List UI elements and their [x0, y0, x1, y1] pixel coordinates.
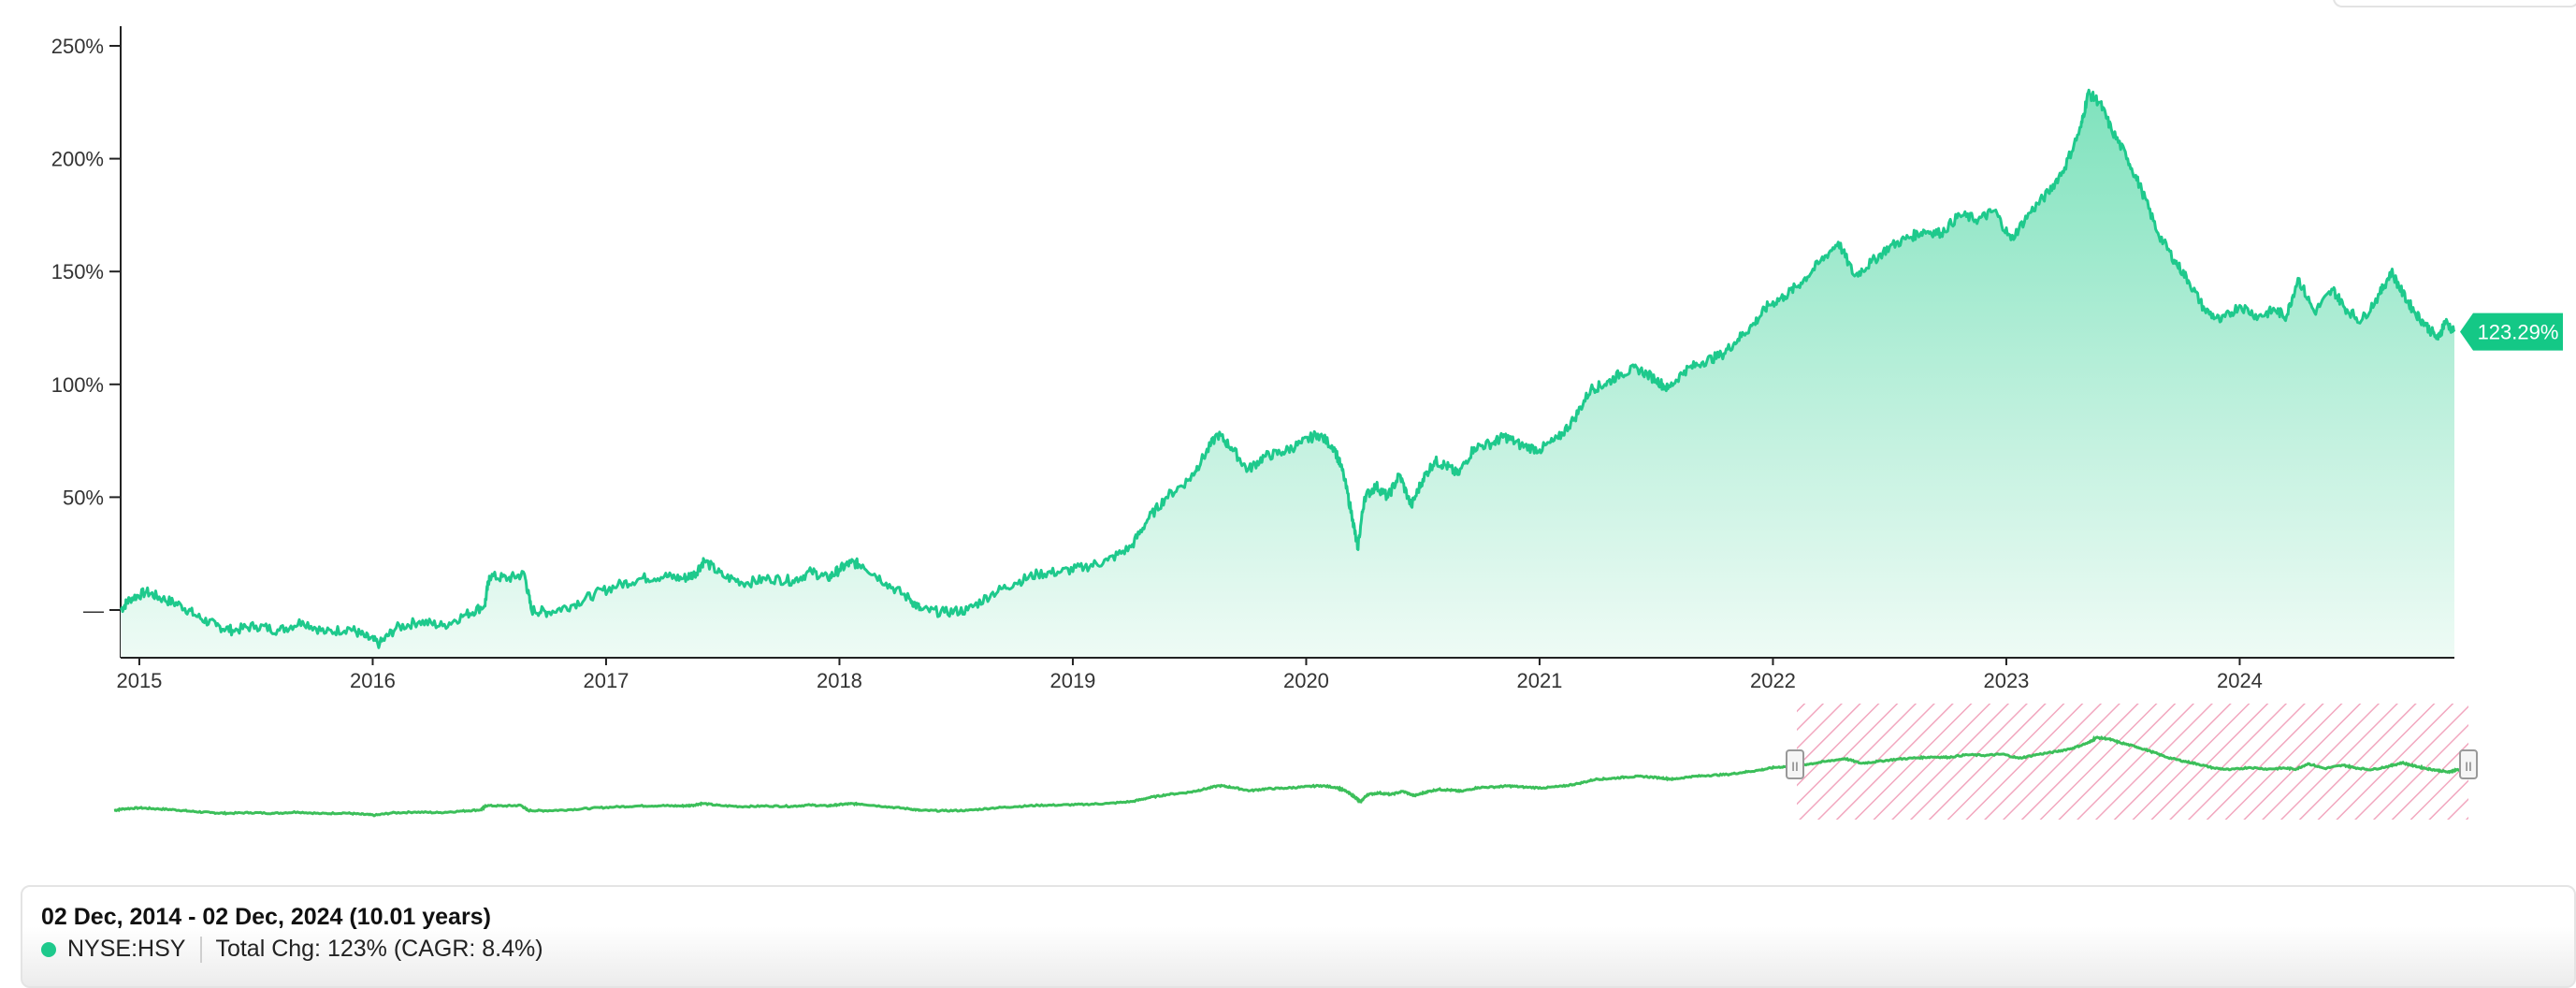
legend-dot-icon: [41, 941, 56, 957]
svg-text:II: II: [2465, 759, 2472, 774]
x-tick-label: 2016: [350, 669, 396, 692]
ticker-label[interactable]: NYSE:HSY: [67, 936, 186, 962]
performance-chart: 250%200%150%100%50%— 2015 2016 2017 2018 201…: [51, 26, 2563, 692]
last-value-label: 123.29%: [2478, 321, 2559, 344]
last-value-badge: 123.29%: [2460, 312, 2563, 351]
x-tick-label: 2019: [1049, 669, 1095, 692]
x-tick-label: 2018: [817, 669, 862, 692]
x-tick-label: 2015: [116, 669, 162, 692]
total-change-label: Total Chg: 123% (CAGR: 8.4%): [215, 936, 543, 962]
y-tick-label: 100%: [51, 373, 104, 397]
navigator-selection[interactable]: [1797, 704, 2468, 820]
y-tick-label: 200%: [51, 148, 104, 171]
range-navigator[interactable]: II II: [0, 692, 2576, 833]
summary-panel: 02 Dec, 2014 - 02 Dec, 2024 (10.01 years…: [21, 885, 2576, 988]
navigator-handle-right[interactable]: II: [2459, 749, 2478, 779]
x-tick-label: 2023: [1983, 669, 2029, 692]
divider: [200, 936, 203, 963]
navigator-line: [113, 734, 2467, 818]
series-line-hsy: [119, 88, 2456, 649]
y-axis: 250% 200% 150% 100% 50% —: [51, 26, 122, 658]
y-tick-label: 150%: [51, 260, 104, 283]
top-control-tab[interactable]: [2333, 0, 2576, 7]
x-tick-label: 2021: [1516, 669, 1562, 692]
last-value-badge-shape: [2460, 312, 2563, 351]
x-tick-label: 2022: [1750, 669, 1796, 692]
plot-area: [119, 88, 2456, 658]
y-tick-label: 50%: [63, 486, 104, 509]
summary-row: NYSE:HSY Total Chg: 123% (CAGR: 8.4%): [41, 936, 543, 963]
svg-text:II: II: [1791, 759, 1799, 774]
navigator-handle-left[interactable]: II: [1786, 749, 1804, 779]
x-axis: 2015 2016 2017 2018 2019 2020 2021 2022 2023 2024: [116, 657, 2454, 692]
y-tick-label: —: [83, 599, 104, 622]
area-fill: [121, 90, 2454, 658]
x-tick-label: 2020: [1283, 669, 1329, 692]
y-tick-label: 250%: [51, 35, 104, 58]
x-tick-label: 2024: [2217, 669, 2263, 692]
x-tick-label: 2017: [583, 669, 629, 692]
date-range-label: 02 Dec, 2014 - 02 Dec, 2024 (10.01 years…: [41, 904, 491, 930]
